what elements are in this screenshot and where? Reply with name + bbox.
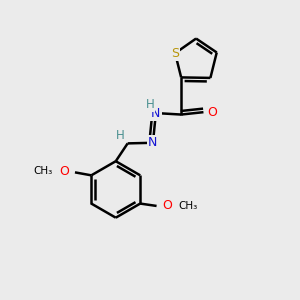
- Text: N: N: [148, 136, 158, 149]
- Text: CH₃: CH₃: [33, 167, 53, 176]
- Text: CH₃: CH₃: [179, 201, 198, 211]
- Text: H: H: [116, 130, 124, 142]
- Text: O: O: [60, 165, 70, 178]
- Text: N: N: [151, 106, 160, 120]
- Text: O: O: [162, 200, 172, 212]
- Text: O: O: [207, 106, 217, 119]
- Text: H: H: [146, 98, 154, 111]
- Text: S: S: [171, 47, 179, 60]
